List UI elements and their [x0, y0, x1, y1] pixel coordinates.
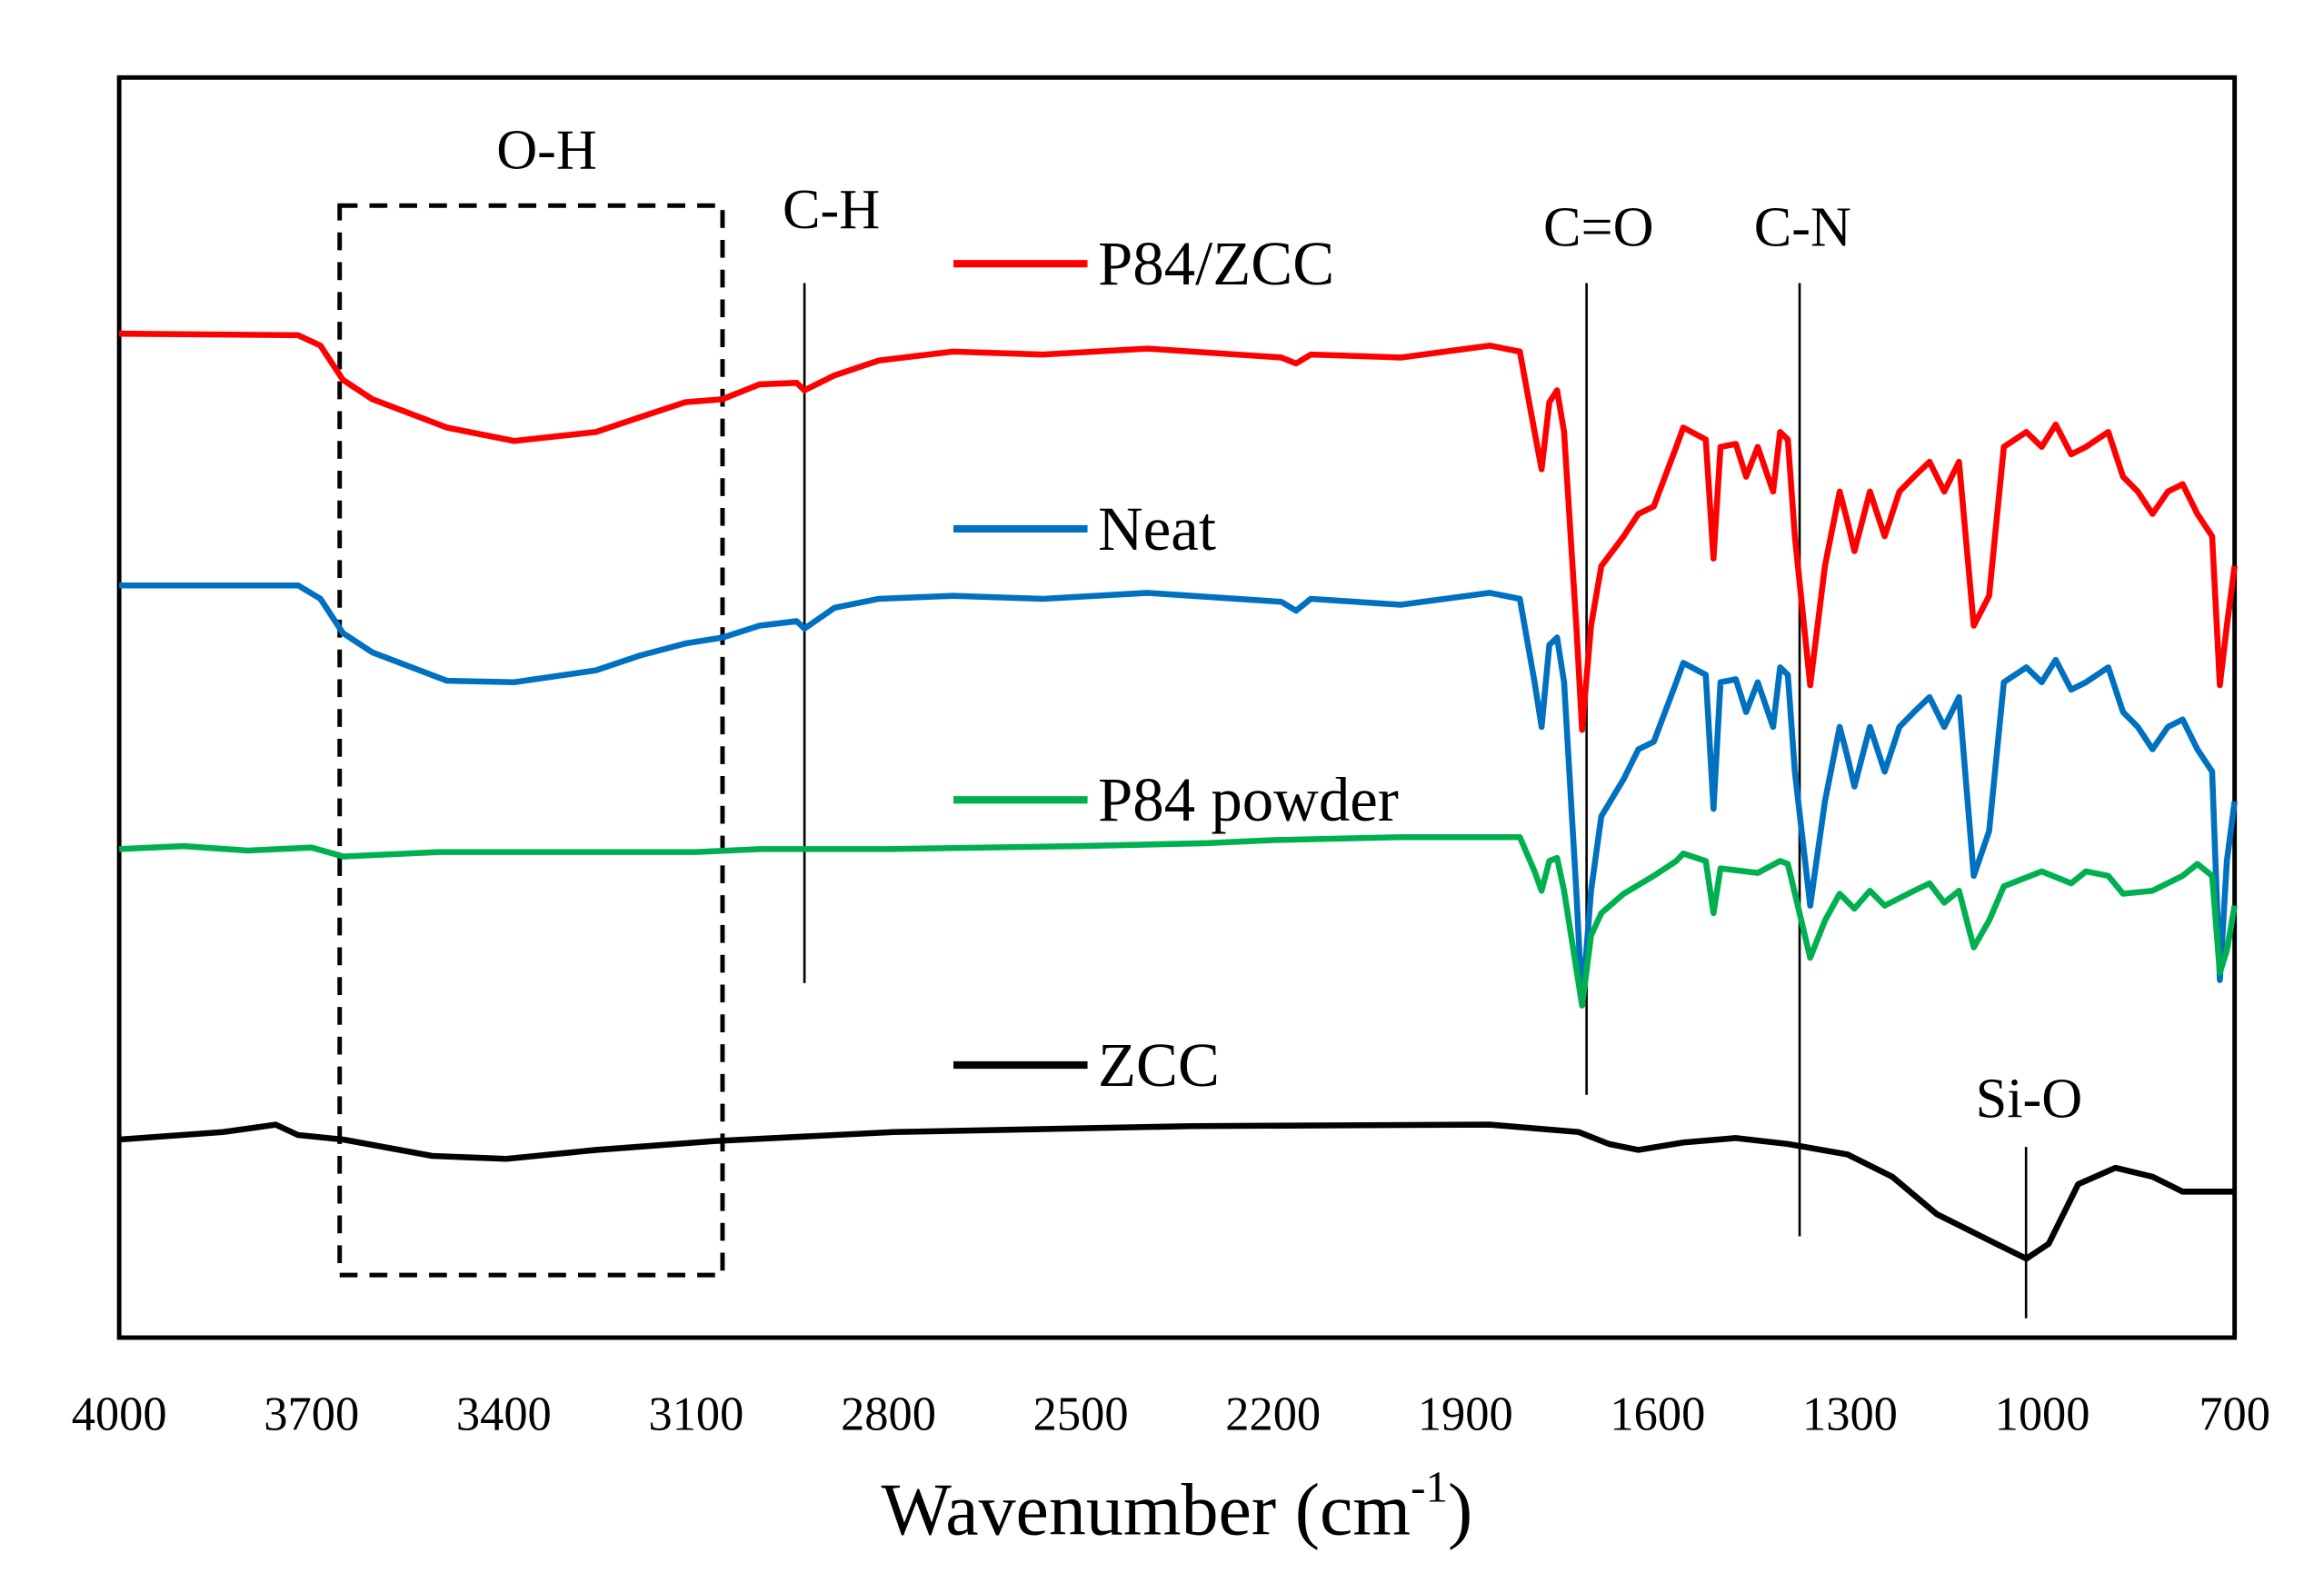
series-line-zcc — [118, 1121, 2235, 1262]
legend-label: P84/ZCC — [1098, 229, 1334, 298]
x-tick-label: 2500 — [1033, 1389, 1129, 1441]
x-tick-label: 2200 — [1225, 1389, 1321, 1441]
annotation-co: C=O — [1543, 197, 1654, 259]
x-tick-label: 1300 — [1802, 1389, 1898, 1441]
x-tick-label: 3100 — [648, 1389, 743, 1441]
x-tick-label: 3700 — [264, 1389, 359, 1441]
series-lines — [118, 330, 2238, 1262]
annotation-cn: C-N — [1754, 197, 1851, 259]
x-tick-labels: 4000 3700 3400 3100 2800 2500 2200 1900 1600 1300… — [72, 1389, 2270, 1441]
legend: P84/ZCC Neat P84 powder ZCC — [953, 229, 1399, 1100]
oh-dashed-box — [337, 203, 725, 1278]
series-line-neat — [119, 582, 2238, 1009]
x-tick-label: 4000 — [72, 1389, 167, 1441]
plot-frame — [116, 75, 2238, 1340]
x-tick-label: 1600 — [1610, 1389, 1705, 1441]
legend-label: ZCC — [1098, 1030, 1220, 1100]
x-tick-label: 2800 — [841, 1389, 936, 1441]
annotations: O-H C-H C=O C-N Si-O — [337, 119, 2083, 1319]
annotation-sio: Si-O — [1976, 1068, 2083, 1130]
x-tick-label: 1000 — [1995, 1389, 2090, 1441]
annotation-oh: O-H — [496, 119, 597, 181]
series-line-p84-zcc — [119, 330, 2238, 733]
x-tick-label: 1900 — [1418, 1389, 1513, 1441]
series-line-p84-powder — [118, 833, 2238, 1009]
x-axis-label: Wavenumber (cm-1) — [881, 1461, 1472, 1550]
legend-label: P84 powder — [1098, 765, 1399, 834]
x-tick-label: 700 — [2199, 1389, 2270, 1441]
annotation-ch: C-H — [783, 179, 880, 241]
x-tick-label: 3400 — [456, 1389, 552, 1441]
legend-label: Neat — [1098, 494, 1216, 563]
